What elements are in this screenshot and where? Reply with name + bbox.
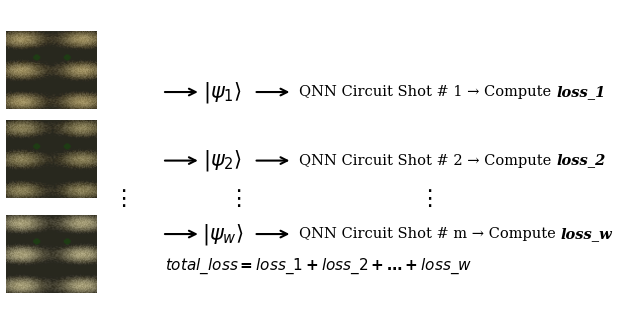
Text: loss_w: loss_w (561, 227, 613, 241)
Text: $|\psi_w\rangle$: $|\psi_w\rangle$ (202, 222, 243, 246)
Text: QNN Circuit Shot # 2 → Compute: QNN Circuit Shot # 2 → Compute (300, 154, 556, 168)
Text: $\vdots$: $\vdots$ (418, 188, 432, 210)
Text: $|\psi_2\rangle$: $|\psi_2\rangle$ (203, 148, 242, 173)
Text: loss_1: loss_1 (556, 85, 605, 99)
Text: $|\psi_1\rangle$: $|\psi_1\rangle$ (203, 80, 242, 105)
Text: loss_2: loss_2 (556, 154, 606, 168)
Text: QNN Circuit Shot # 1 → Compute: QNN Circuit Shot # 1 → Compute (300, 85, 556, 99)
Text: $\boldsymbol{\mathit{total\_loss} = \mathit{loss\_1} + \mathit{loss\_2} + \ldots: $\boldsymbol{\mathit{total\_loss} = \mat… (165, 256, 472, 276)
Text: QNN Circuit Shot # m → Compute: QNN Circuit Shot # m → Compute (300, 227, 561, 241)
Text: $\vdots$: $\vdots$ (227, 188, 241, 210)
Text: $\vdots$: $\vdots$ (111, 188, 126, 210)
